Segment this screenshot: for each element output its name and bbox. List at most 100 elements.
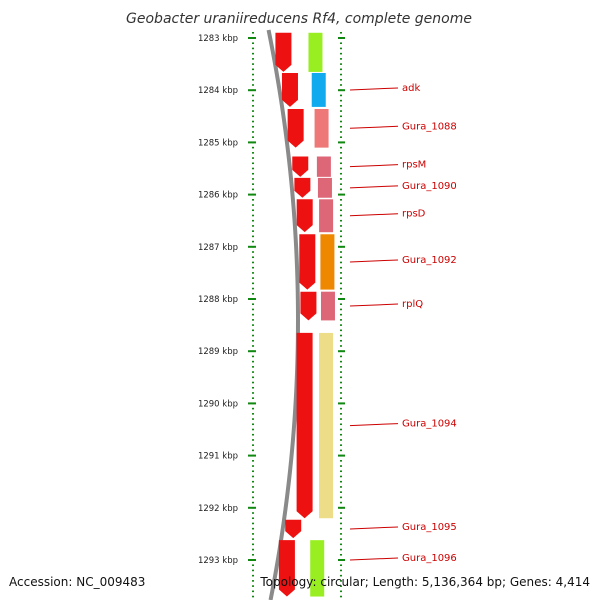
minor-tick [252,350,254,352]
cds-arrow [275,32,292,72]
minor-tick [252,230,254,232]
minor-tick-right [340,533,342,535]
minor-tick-right [340,68,342,71]
minor-tick-right [340,355,342,358]
leader-line [349,259,399,263]
accession-text: Accession: NC_009483 [9,575,145,589]
cds-arrow [300,291,317,321]
minor-tick [252,125,254,128]
minor-tick [252,595,254,598]
minor-tick [252,418,254,420]
minor-tick [252,324,254,326]
gene-label[interactable]: rpsD [402,209,426,220]
minor-tick-right [340,381,342,384]
minor-tick [252,292,254,295]
minor-tick [252,319,254,321]
cds-arrow [299,234,316,290]
minor-tick-right [340,334,342,337]
minor-tick [252,496,254,499]
gene-label[interactable]: rplQ [402,299,423,310]
minor-tick [252,178,254,180]
gene-label[interactable]: Gura_1090 [402,181,457,192]
gene-label[interactable]: Gura_1095 [402,522,457,533]
minor-tick-right [340,199,342,201]
minor-tick [252,204,254,206]
minor-tick [252,42,254,45]
gene-label[interactable]: Gura_1092 [402,255,457,266]
minor-tick [252,376,254,379]
tick-label: 1287 kbp [198,243,238,253]
minor-tick-right [340,167,342,170]
tick-label: 1286 kbp [198,191,238,201]
cds-arrow [294,177,311,198]
minor-tick-right [340,491,342,493]
minor-tick [252,527,254,530]
minor-tick [252,345,254,347]
minor-tick-right [340,423,342,426]
cds-arrow [285,519,302,539]
minor-tick-right [340,548,342,551]
minor-tick [252,360,254,363]
minor-tick-right [340,298,342,300]
minor-tick-right [340,517,342,520]
minor-tick [252,272,254,274]
minor-tick [252,94,254,97]
minor-tick-right [340,204,342,206]
minor-tick-right [340,439,342,441]
minor-tick [252,120,254,123]
minor-tick [252,355,254,358]
minor-tick [252,454,254,457]
minor-tick-right [340,470,342,473]
gene-label[interactable]: rpsM [402,160,426,171]
minor-tick-right [340,246,342,248]
cds-arrow [278,540,295,597]
gene-bar [320,291,335,321]
minor-tick [252,371,254,373]
gene-label[interactable]: Gura_1096 [402,553,457,564]
minor-tick-right [340,78,342,81]
gene-label[interactable]: adk [402,83,420,94]
minor-tick-right [340,230,342,232]
minor-tick [252,559,254,561]
backbone-arc [266,29,301,600]
minor-tick-right [340,496,342,499]
minor-tick [252,287,254,290]
minor-tick-right [340,486,342,488]
minor-tick [252,334,254,337]
minor-tick [252,533,254,535]
minor-tick-right [340,292,342,295]
minor-tick-right [340,172,342,175]
minor-tick-right [340,428,342,431]
gene-bar [311,72,326,107]
minor-tick [252,439,254,441]
minor-tick-right [340,235,342,238]
gene-label[interactable]: Gura_1088 [402,121,457,132]
cds-arrow [292,156,309,177]
minor-tick-right [340,178,342,180]
minor-tick [252,37,254,39]
minor-tick-right [340,193,342,196]
minor-tick-right [340,319,342,321]
minor-tick-right [340,110,342,112]
minor-tick [252,261,254,264]
tick-label: 1288 kbp [198,295,238,305]
minor-tick-right [340,261,342,264]
minor-tick [252,167,254,170]
minor-tick-right [340,564,342,567]
minor-tick [252,282,254,285]
minor-tick [252,580,254,582]
minor-tick [252,486,254,488]
minor-tick [252,574,254,577]
minor-tick-right [340,465,342,467]
minor-tick-right [340,522,342,525]
gene-label[interactable]: Gura_1094 [402,419,457,430]
minor-tick-right [340,386,342,389]
minor-tick [252,99,254,102]
minor-tick-right [340,152,342,154]
minor-tick [252,63,254,65]
tick-label: 1283 kbp [198,34,238,44]
minor-tick-right [340,183,342,185]
minor-tick [252,225,254,227]
minor-tick-right [340,47,342,50]
